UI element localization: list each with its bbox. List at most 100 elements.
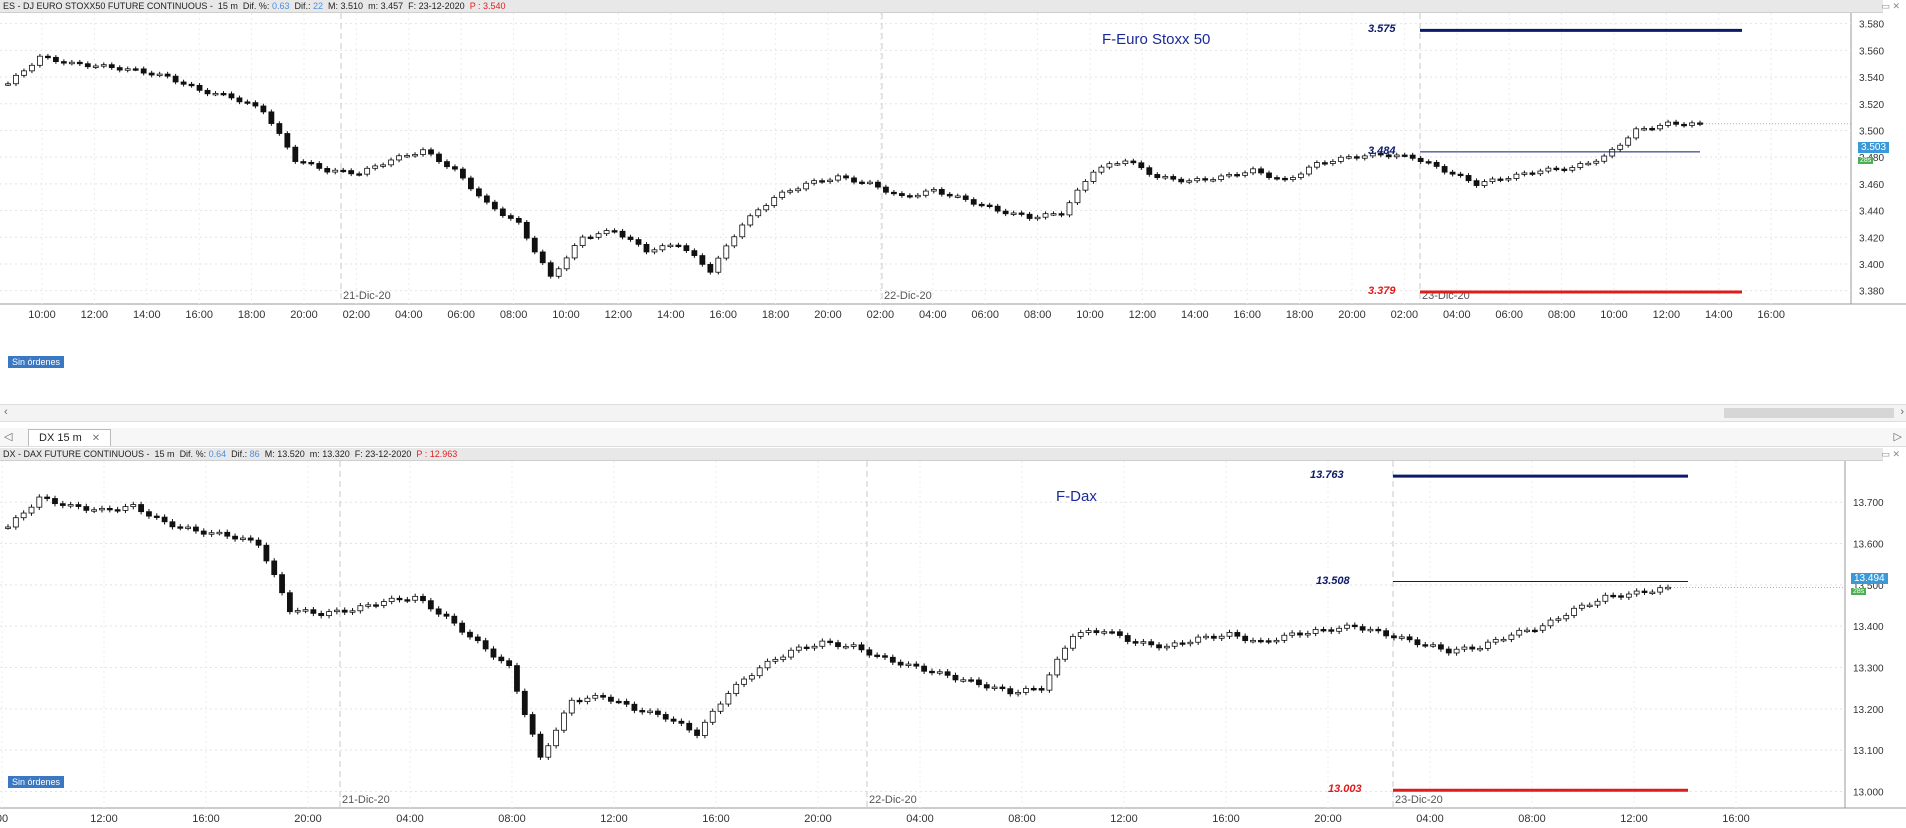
- bottom-level-label-1: 13.763: [1310, 469, 1344, 482]
- bottom-candle-body: [1226, 632, 1233, 637]
- bottom-candle-body: [1171, 642, 1178, 647]
- top-y-tick: 3.440: [1859, 207, 1884, 218]
- top-date: F: 23-12-2020: [408, 1, 465, 11]
- top-candle-body: [1361, 155, 1368, 159]
- bottom-candle-body: [185, 526, 191, 529]
- top-candle-body: [739, 224, 746, 238]
- bottom-candle-body: [1461, 646, 1468, 650]
- bottom-candle-body: [380, 601, 387, 606]
- top-candle-body: [1290, 177, 1296, 180]
- top-scroll-thumb[interactable]: [1724, 408, 1894, 418]
- top-dif: 22: [313, 1, 324, 11]
- bottom-x-tick: 20:00: [294, 813, 322, 825]
- bottom-candle-body: [514, 665, 520, 692]
- top-x-tick: 10:00: [552, 309, 580, 321]
- bottom-candle-body: [647, 710, 653, 713]
- top-candle-body: [276, 123, 283, 134]
- bottom-candle-body: [59, 503, 66, 506]
- bottom-candle-body: [1046, 674, 1053, 691]
- top-candle-body: [108, 64, 115, 68]
- bottom-candle-body: [1586, 604, 1593, 608]
- top-x-tick: 16:00: [185, 309, 213, 321]
- bottom-candle-body: [576, 699, 583, 703]
- top-candle-body: [579, 236, 586, 246]
- top-candle-body: [1218, 175, 1225, 180]
- bottom-candle-body: [709, 710, 716, 723]
- top-candle-body: [348, 170, 355, 175]
- top-candle-body: [787, 190, 794, 193]
- top-candle-body: [1242, 172, 1248, 176]
- bottom-candle-body: [396, 597, 403, 601]
- top-candle-body: [252, 102, 259, 107]
- bottom-x-tick: 16:00: [192, 813, 220, 825]
- top-window-buttons[interactable]: ▭ ✕: [1881, 1, 1900, 11]
- top-candle-body: [148, 72, 155, 76]
- bottom-orders-badge[interactable]: Sin órdenes: [8, 776, 65, 788]
- bottom-candle-body: [1383, 630, 1390, 637]
- bottom-max: M: 13.520: [264, 449, 305, 459]
- bottom-candle-body: [1578, 604, 1585, 609]
- bottom-candle-body: [255, 539, 262, 546]
- bottom-candle-body: [146, 511, 152, 517]
- tab-left-icon[interactable]: ◁: [4, 431, 13, 443]
- bottom-x-tick: 00: [0, 813, 8, 825]
- bottom-candle-body: [568, 699, 575, 714]
- top-candle-body: [1146, 167, 1153, 175]
- top-candle-body: [164, 73, 171, 77]
- top-chart[interactable]: 3.5803.5603.5403.5203.5003.4803.4603.440…: [0, 13, 1906, 324]
- tab-right-icon[interactable]: ▷: [1893, 431, 1902, 443]
- bottom-candle-body: [1571, 607, 1577, 616]
- top-candle-body: [1106, 163, 1113, 168]
- top-orders-badge[interactable]: Sin órdenes: [8, 356, 65, 368]
- bottom-y-tick: 13.700: [1853, 498, 1884, 509]
- bottom-candle-body: [1485, 641, 1491, 649]
- top-candle-body: [68, 61, 75, 65]
- bottom-candle-body: [1508, 634, 1515, 640]
- top-y-tick: 3.380: [1859, 287, 1884, 298]
- bottom-candle-body: [333, 609, 340, 613]
- bottom-candle-body: [976, 679, 982, 686]
- bottom-candle-body: [373, 604, 379, 607]
- bottom-y-tick: 13.300: [1853, 663, 1884, 674]
- bottom-candle-body: [208, 532, 215, 535]
- bottom-x-tick: 20:00: [1314, 813, 1342, 825]
- bottom-candle-body: [1148, 641, 1155, 646]
- top-candle-body: [643, 243, 650, 253]
- top-candle-body: [268, 111, 275, 124]
- tab-close-icon[interactable]: ✕: [91, 433, 101, 444]
- top-candle-body: [1561, 168, 1568, 171]
- top-candle-body: [1481, 181, 1488, 186]
- bottom-chart[interactable]: 13.700 13.600 13.500 13.400 13.300 13.200 13.1…: [0, 461, 1906, 828]
- bottom-candle-body: [725, 693, 732, 705]
- bottom-window-buttons[interactable]: ▭ ✕: [1881, 449, 1900, 459]
- top-candle-body: [124, 68, 131, 71]
- top-candle-body: [898, 193, 905, 196]
- top-candle-body: [260, 105, 267, 113]
- top-candle-body: [1274, 177, 1280, 180]
- top-candle-body: [1521, 172, 1528, 175]
- tab-dx-15m[interactable]: DX 15 m ✕: [28, 429, 112, 446]
- bottom-candle-body: [83, 506, 90, 511]
- bottom-candle-body: [623, 700, 630, 705]
- bottom-candle-body: [52, 498, 58, 505]
- top-candle-body: [523, 221, 530, 239]
- bottom-x-tick: 04:00: [906, 813, 934, 825]
- top-candle-body: [412, 154, 418, 157]
- bottom-candle-body: [803, 646, 810, 649]
- bottom-candle-body: [1641, 590, 1648, 593]
- top-candle-body: [1298, 173, 1304, 178]
- bottom-candle-body: [1445, 648, 1452, 654]
- bottom-candle-body: [1336, 627, 1343, 632]
- top-candle-body: [675, 244, 682, 248]
- top-x-tick: 14:00: [1705, 309, 1733, 321]
- top-candle-body: [332, 169, 339, 173]
- bottom-candle-body: [1070, 636, 1076, 649]
- bottom-timer-badge: 28s: [1851, 588, 1867, 595]
- scroll-left-icon[interactable]: ‹: [4, 406, 8, 418]
- top-candle-body: [883, 186, 889, 193]
- top-candle-body: [707, 263, 714, 273]
- scroll-right-icon[interactable]: ›: [1900, 406, 1904, 418]
- bottom-candle-body: [1563, 615, 1570, 620]
- bottom-candle-body: [842, 646, 849, 649]
- top-scrollbar[interactable]: ‹ ›: [0, 404, 1906, 422]
